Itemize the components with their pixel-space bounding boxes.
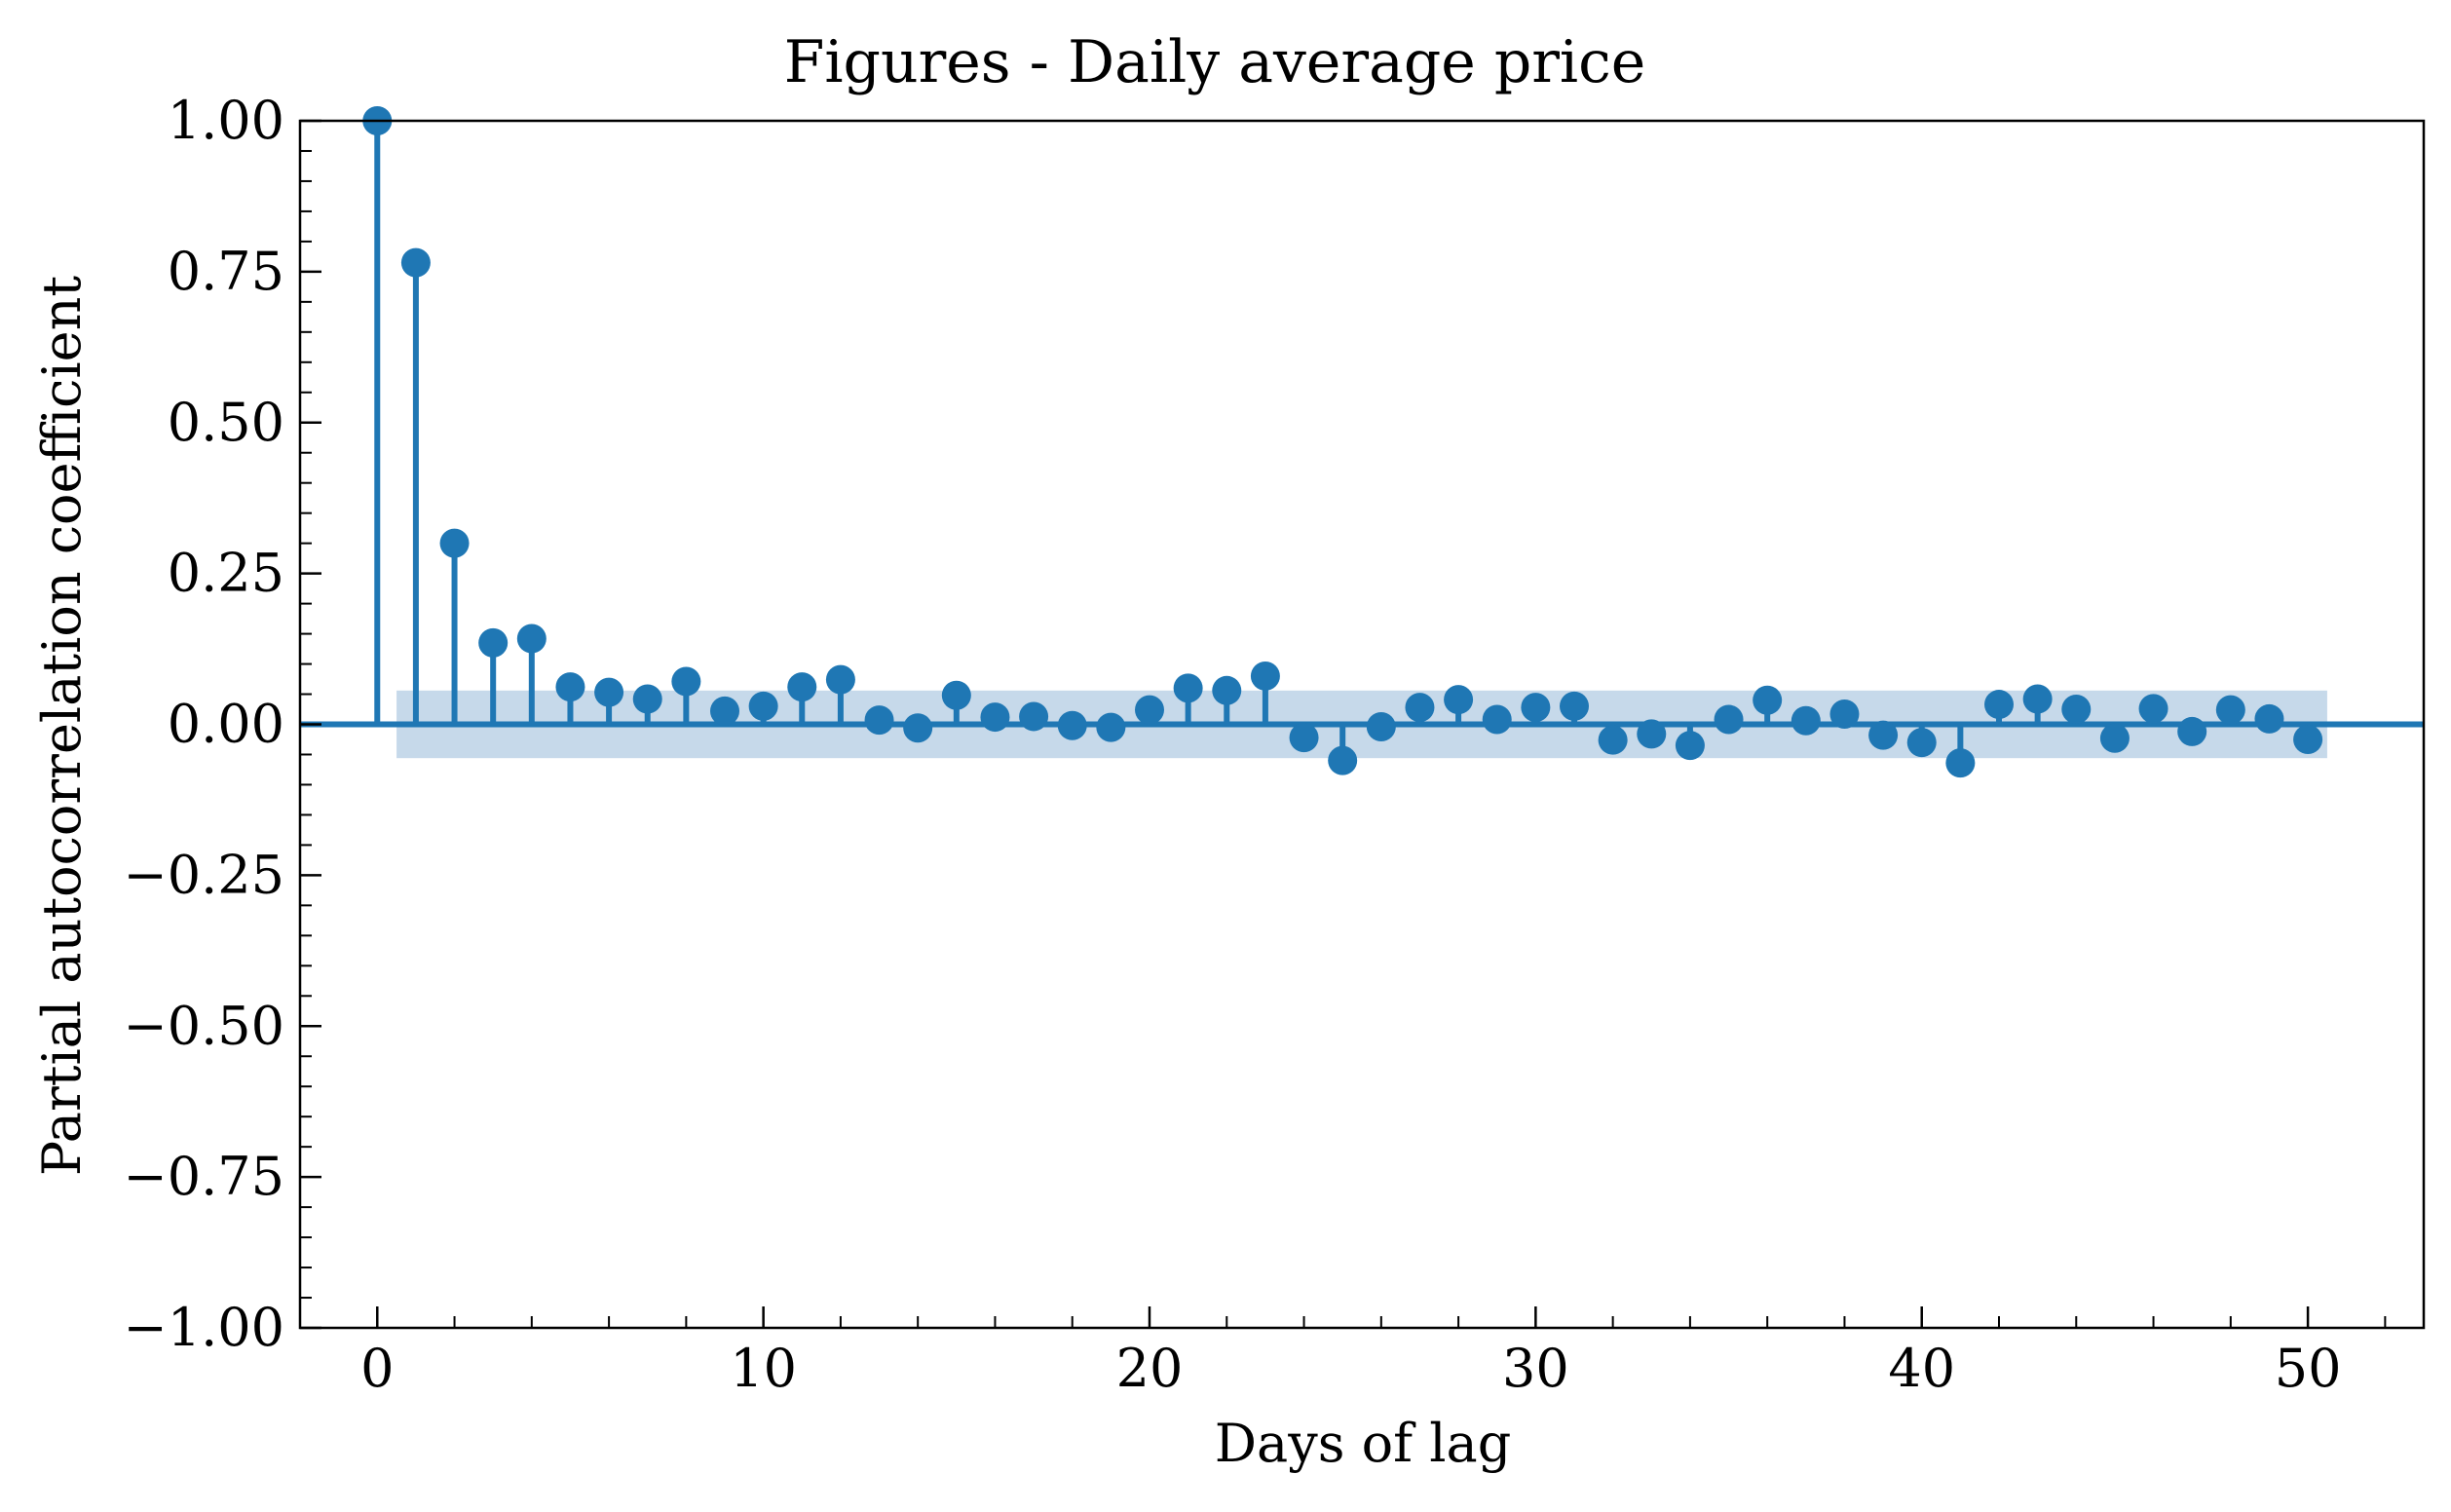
pacf-point-lag-12: [825, 664, 855, 695]
pacf-point-lag-20: [1135, 695, 1164, 725]
y-tick-label: −0.50: [124, 995, 284, 1056]
pacf-point-lag-22: [1212, 675, 1242, 705]
pacf-point-lag-34: [1675, 731, 1705, 761]
y-tick-label: 0.50: [168, 392, 284, 453]
chart-title: Figures - Daily average price: [784, 28, 1646, 96]
y-tick-label: −1.00: [124, 1297, 284, 1358]
pacf-point-lag-7: [632, 684, 662, 714]
x-tick-label: 40: [1888, 1338, 1955, 1399]
y-tick-label: 1.00: [168, 90, 284, 151]
pacf-point-lag-42: [1984, 690, 2014, 720]
pacf-point-lag-8: [671, 666, 701, 697]
x-tick-label: 50: [2275, 1338, 2342, 1399]
pacf-point-lag-4: [516, 624, 547, 654]
y-tick-label: −0.75: [124, 1146, 284, 1207]
pacf-point-lag-28: [1444, 685, 1474, 715]
pacf-point-lag-47: [2177, 716, 2207, 746]
pacf-point-lag-36: [1753, 685, 1783, 715]
pacf-point-lag-32: [1598, 725, 1628, 755]
pacf-point-lag-40: [1906, 728, 1937, 758]
pacf-point-lag-18: [1057, 710, 1087, 740]
x-tick-label: 20: [1116, 1338, 1184, 1399]
pacf-point-lag-13: [864, 705, 894, 736]
pacf-point-lag-26: [1366, 711, 1396, 741]
pacf-point-lag-45: [2099, 723, 2130, 753]
x-tick-label: 10: [730, 1338, 797, 1399]
pacf-point-lag-38: [1829, 699, 1860, 729]
pacf-point-lag-9: [710, 696, 739, 726]
pacf-point-lag-31: [1560, 691, 1589, 721]
pacf-point-lag-19: [1096, 712, 1126, 742]
pacf-point-lag-21: [1173, 673, 1203, 703]
pacf-point-lag-3: [478, 627, 509, 658]
tick-layer: 1.00 0.75 0.50 0.25 0.00 −0.25 −0.50 −0.75 −1.00…: [124, 90, 2387, 1399]
y-tick-label: 0.00: [168, 694, 284, 755]
y-tick-label: −0.25: [124, 844, 284, 905]
pacf-point-lag-24: [1289, 723, 1319, 753]
y-tick-label: 0.25: [168, 543, 284, 604]
pacf-point-lag-30: [1521, 693, 1551, 723]
x-tick-label: 0: [360, 1338, 394, 1399]
pacf-point-lag-27: [1405, 693, 1435, 723]
pacf-point-lag-37: [1791, 705, 1821, 736]
pacf-point-lag-10: [748, 691, 778, 721]
pacf-point-lag-25: [1328, 745, 1358, 775]
pacf-point-lag-11: [787, 672, 817, 702]
marker-layer: [362, 106, 2323, 778]
pacf-point-lag-44: [2061, 695, 2092, 725]
pacf-point-lag-41: [1945, 748, 1976, 778]
y-axis-label: Partial autocorrelation coefficient: [31, 276, 93, 1177]
pacf-point-lag-46: [2138, 694, 2168, 724]
y-tick-label: 0.75: [168, 241, 284, 302]
pacf-point-lag-1: [400, 247, 431, 278]
pacf-point-lag-2: [439, 528, 470, 558]
x-axis-label: Days of lag: [1215, 1413, 1512, 1474]
pacf-point-lag-49: [2254, 703, 2284, 734]
pacf-point-lag-43: [2022, 684, 2053, 714]
pacf-point-lag-48: [2215, 695, 2245, 725]
pacf-point-lag-35: [1714, 704, 1744, 735]
pacf-point-lag-5: [555, 672, 585, 702]
pacf-point-lag-50: [2293, 724, 2323, 754]
pacf-point-lag-23: [1250, 661, 1280, 691]
pacf-point-lag-16: [980, 702, 1010, 733]
pacf-point-lag-15: [941, 680, 971, 710]
pacf-point-lag-14: [903, 713, 933, 743]
pacf-point-lag-39: [1868, 720, 1899, 750]
x-tick-label: 30: [1502, 1338, 1569, 1399]
pacf-point-lag-6: [594, 677, 624, 707]
pacf-point-lag-33: [1637, 719, 1667, 749]
pacf-point-lag-29: [1482, 704, 1512, 735]
pacf-point-lag-17: [1019, 701, 1049, 732]
